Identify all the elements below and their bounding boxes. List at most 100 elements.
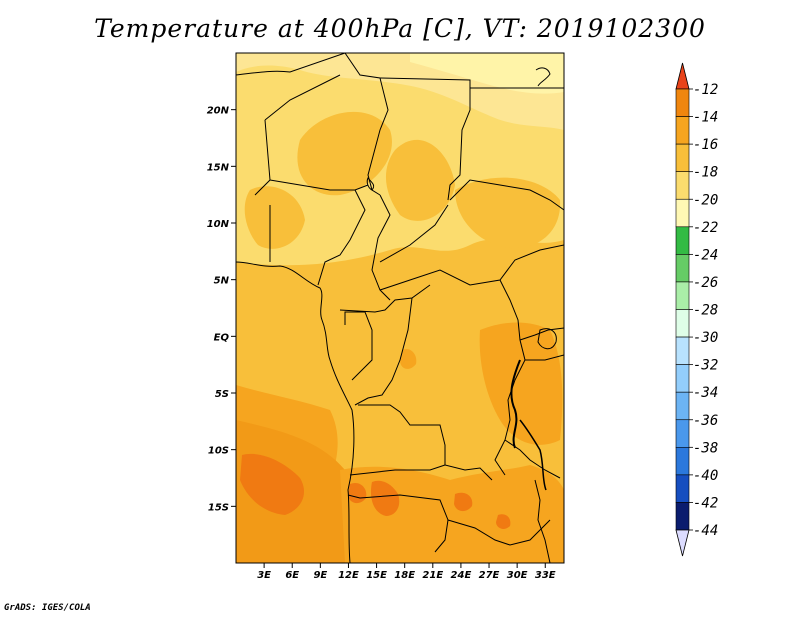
field-warm-spot-1 [240,453,305,515]
colorbar-label: -12 [693,82,718,98]
border-niger-nigeria [269,179,369,191]
plot-frame [235,52,565,564]
field-region-14-12-east [479,322,563,445]
field-patch-congo [400,348,417,369]
temperature-field [236,53,564,563]
field-warm-spot-2 [370,480,400,516]
border-chad-car [371,194,391,301]
y-tick-label: EQ [214,332,230,343]
y-tick-label: 10N [207,219,230,230]
border-niger-chad [344,53,389,196]
lake-victoria [537,328,557,350]
colorbar-segment [675,254,690,283]
border-libya-chad-sudan [379,77,471,201]
x-tick-label: 15E [366,570,387,581]
x-axis: 3E 6E 9E 12E 15E 18E 21E 24E 27E 30E 33E [257,563,556,581]
x-tick-label: 33E [535,570,556,581]
grads-credit: GrADS: IGES/COLA [4,603,91,613]
colorbar: -12 -14 -16 -18 -20 -22 -24 -26 -28 -30 -32 -34 -36 -… [675,62,718,557]
border-tanzania-n [525,354,564,361]
field-patch-north-4 [244,186,305,249]
border-mali-niger [264,74,341,121]
colorbar-segment [675,391,690,421]
colorbar-segment [675,502,690,531]
colorbar-label: -18 [693,165,718,181]
colorbar-segment [675,143,690,172]
colorbar-segment [675,116,690,145]
x-tick-label: 21E [422,570,443,581]
border-drc-east [494,279,526,476]
colorbar-label: -24 [693,247,718,263]
border-uganda-kenya [519,327,564,341]
field-patch-north-2 [385,139,455,221]
colorbar-label: -30 [693,330,718,346]
colorbar-segment [675,447,690,476]
border-congo-drc [354,297,413,406]
lake-malawi [519,419,547,491]
colorbar-label: -34 [693,385,718,401]
y-tick-label: 15S [208,502,229,513]
y-tick-label: 10S [208,446,229,457]
x-tick-label: 18E [394,570,415,581]
border-angola-drc [358,404,493,481]
field-patch-north-3 [455,177,561,249]
border-nigeria-cameroon [317,189,366,286]
field-region-20-18 [410,53,564,94]
y-tick-label: 5N [214,276,230,287]
border-zambia-zimbabwe [447,519,551,546]
border-gabon-congo [344,311,373,381]
colorbar-label: -40 [693,468,718,484]
lake-chad [366,177,375,191]
colorbar-label: -42 [693,495,718,511]
colorbar-segment [675,474,690,503]
colorbar-segment [675,226,690,255]
y-axis: 20N 15N 10N 5N EQ 5S 10S 15S [207,106,236,513]
colorbar-label: -20 [693,192,718,208]
border-angola-zambia [349,464,446,476]
y-tick-label: 20N [207,106,230,117]
x-tick-label: 9E [313,570,327,581]
colorbar-segment [675,336,690,365]
field-warm-spot-4 [454,492,473,512]
colorbar-segment [675,309,690,338]
chart-title: Temperature at 400hPa [C], VT: 201910230… [94,14,706,43]
lake-nasser [535,67,551,87]
colorbar-label: -16 [693,137,718,153]
field-warm-spot-5 [496,514,511,529]
x-tick-label: 3E [257,570,271,581]
y-tick-label: 15N [207,162,230,173]
colorbar-label: -44 [693,523,718,539]
coastline-west [236,261,355,563]
y-tick-label: 5S [215,389,229,400]
colorbar-segment [675,419,690,448]
colorbar-label: -28 [693,303,718,319]
colorbar-over-triangle [675,62,690,90]
country-borders [236,53,564,563]
colorbar-label: -38 [693,440,718,456]
border-namibia [347,494,449,553]
colorbar-label: -36 [693,413,718,429]
colorbar-segment [675,198,690,228]
border-sudan-s [449,179,564,211]
border-chad-sudan-s [379,204,449,263]
colorbar-label: -14 [693,110,718,126]
colorbar-segment [675,281,690,310]
border-mozambique [534,479,551,563]
colorbar-segment [675,364,690,393]
colorbar-segment [675,88,690,117]
x-tick-label: 27E [479,570,500,581]
border-algeria-n [236,53,346,76]
field-region-14-12-south [340,465,564,563]
border-congo-n [339,284,431,313]
colorbar-label: -22 [693,220,718,236]
colorbar-under-triangle [675,529,690,557]
x-tick-label: 30E [507,570,528,581]
x-tick-label: 24E [451,570,472,581]
x-tick-label: 6E [285,570,299,581]
border-car-southsudan [379,244,564,291]
lake-tanganyika [510,359,521,449]
colorbar-segment [675,171,690,200]
x-tick-label: 12E [338,570,359,581]
colorbar-label: -32 [693,358,718,374]
